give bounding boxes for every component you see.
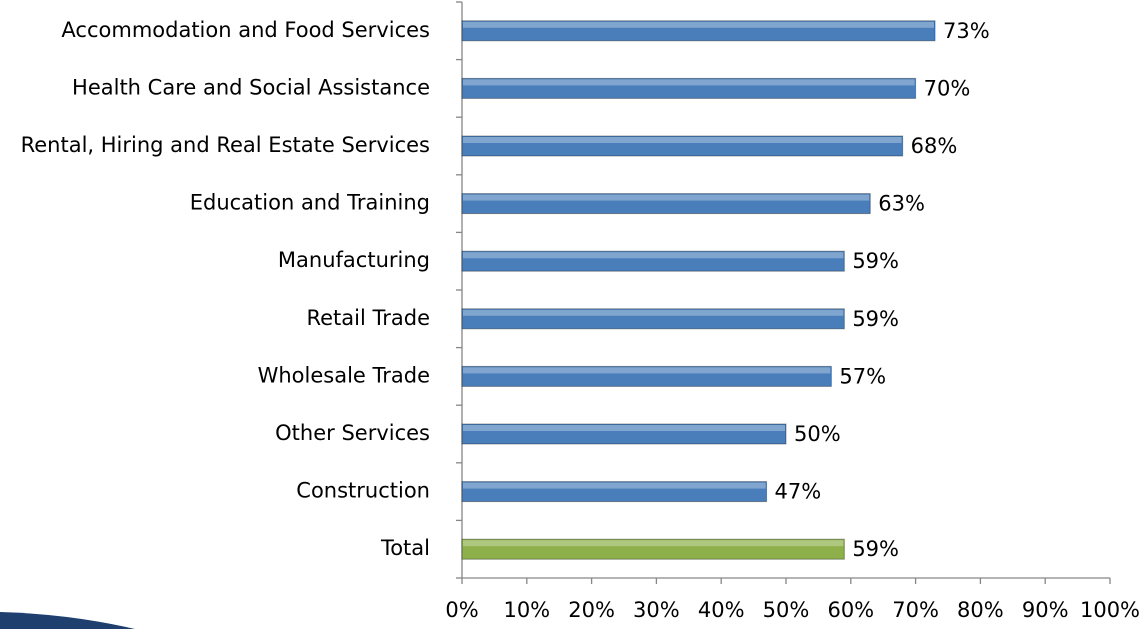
bar (461, 20, 936, 42)
bar (461, 308, 845, 330)
y-tick-label: Health Care and Social Assistance (72, 75, 430, 99)
bar (461, 481, 768, 503)
y-tick-label: Education and Training (190, 191, 430, 215)
x-tick-label: 40% (698, 598, 745, 622)
bar (461, 135, 904, 157)
value-label: 63% (878, 192, 925, 216)
decor-swoosh (0, 612, 135, 629)
y-tick-label: Manufacturing (278, 248, 430, 272)
bar-highlight (463, 79, 915, 86)
value-label: 57% (839, 364, 886, 388)
bar (461, 250, 845, 272)
x-tick-label: 10% (503, 598, 550, 622)
bar-highlight (463, 252, 844, 259)
x-tick-label: 30% (633, 598, 680, 622)
value-label: 47% (775, 480, 822, 504)
bar-highlight (463, 21, 935, 28)
y-tick-label: Wholesale Trade (258, 363, 430, 387)
bar-highlight (463, 540, 844, 547)
value-label: 59% (852, 307, 899, 331)
y-tick-label: Total (380, 536, 430, 560)
bar-highlight (463, 194, 870, 201)
bar-highlight (463, 309, 844, 316)
value-label: 73% (943, 19, 990, 43)
bar-highlight (463, 367, 831, 374)
value-label: 68% (911, 134, 958, 158)
bar (461, 365, 832, 387)
bar (461, 193, 871, 215)
value-label: 70% (924, 76, 971, 100)
bar (461, 77, 917, 99)
value-label: 59% (852, 249, 899, 273)
x-tick-label: 90% (1022, 598, 1069, 622)
bar (461, 423, 787, 445)
y-tick-label: Other Services (275, 421, 430, 445)
x-tick-label: 80% (957, 598, 1004, 622)
bar-highlight (463, 482, 766, 489)
x-tick-label: 70% (892, 598, 939, 622)
bar (461, 538, 845, 560)
x-tick-label: 20% (568, 598, 615, 622)
y-tick-label: Rental, Hiring and Real Estate Services (21, 133, 430, 157)
x-tick-label: 60% (827, 598, 874, 622)
x-tick-label: 100% (1080, 598, 1140, 622)
value-label: 50% (794, 422, 841, 446)
bar-highlight (463, 137, 902, 143)
value-label: 59% (852, 537, 899, 561)
bar-highlight (463, 425, 785, 431)
y-tick-label: Accommodation and Food Services (61, 18, 430, 42)
x-tick-label: 0% (445, 598, 478, 622)
y-tick-label: Retail Trade (306, 306, 430, 330)
y-tick-label: Construction (296, 479, 430, 503)
x-tick-label: 50% (763, 598, 810, 622)
